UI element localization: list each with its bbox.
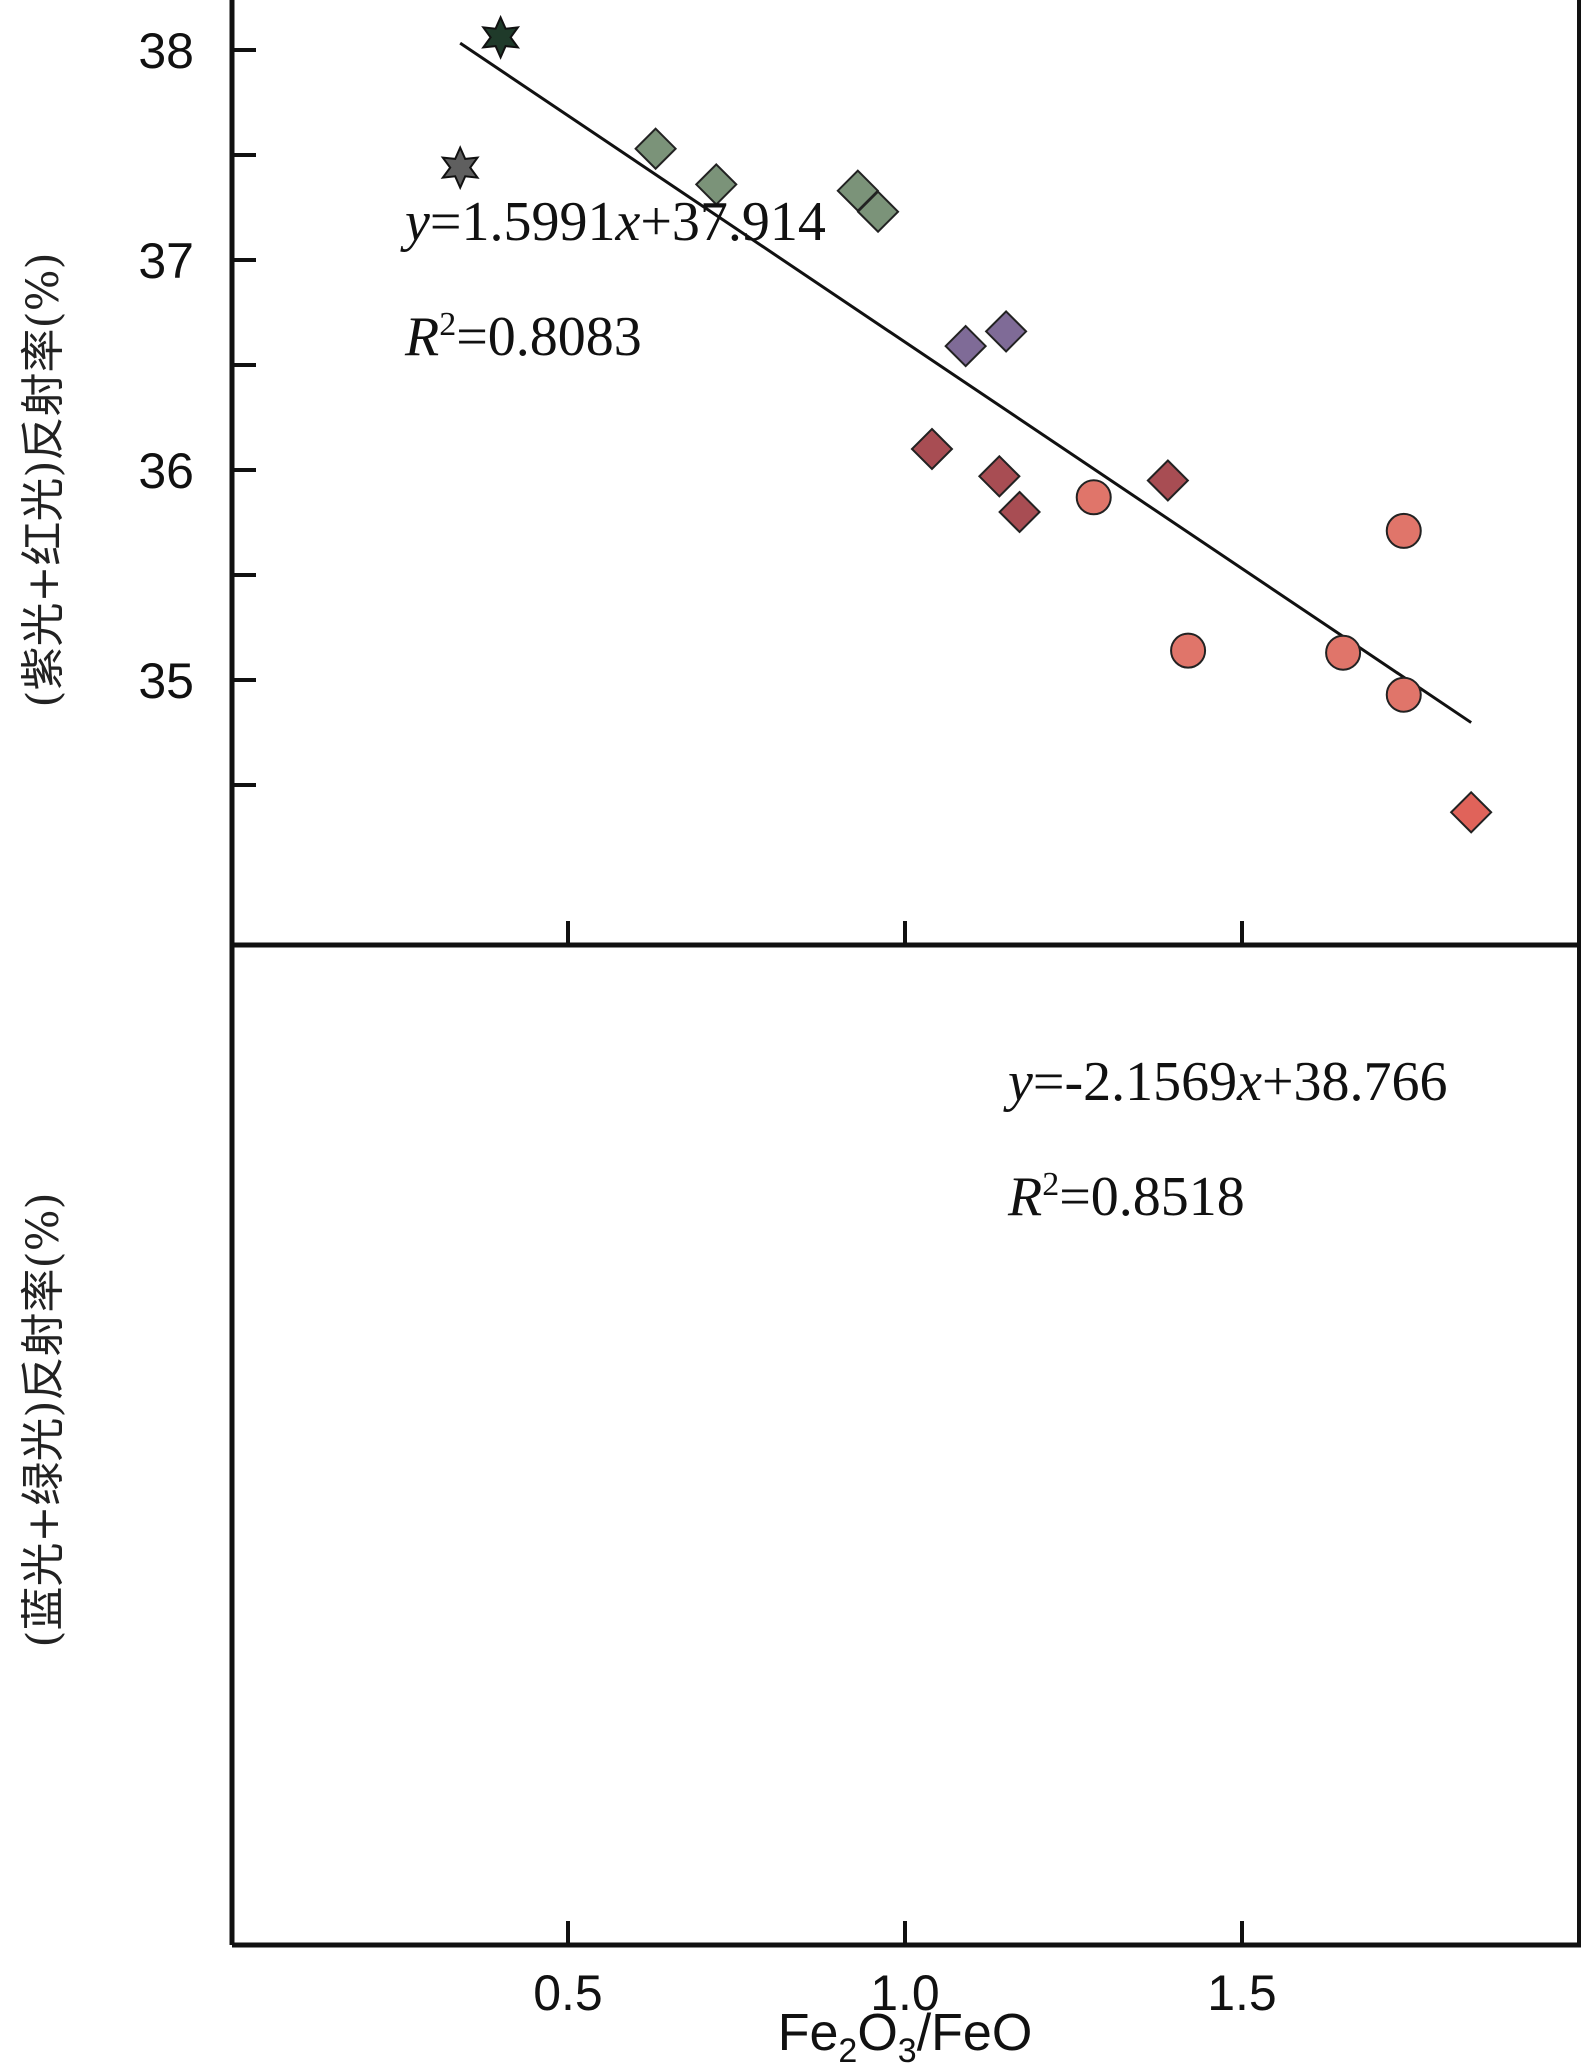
data-point-circle <box>1385 512 1422 549</box>
data-point-diamond <box>1146 459 1190 502</box>
data-point-diamond <box>856 190 900 234</box>
bottom-fit-equation: y=-2.1569x+38.766 <box>1003 1051 1448 1113</box>
top-y-axis-title: (紫光+红光)反射率(%) <box>18 252 69 707</box>
regression-line <box>459 41 1472 724</box>
bottom-fit-r-squared: R2=0.8518 <box>1007 1166 1245 1228</box>
data-point-diamond <box>910 427 954 471</box>
data-point-circle <box>1385 676 1422 713</box>
bottom-y-axis-title: (蓝光+绿光)反射率(%) <box>18 1192 69 1647</box>
y-tick-label: 37 <box>138 233 194 289</box>
y-tick-label: 36 <box>138 443 194 499</box>
top-fit-equation: y=1.5991x+37.914 <box>400 191 826 253</box>
data-point-diamond <box>634 127 678 171</box>
data-point-diamond <box>1449 790 1493 834</box>
y-tick-label: 35 <box>138 653 194 709</box>
data-point-diamond <box>977 454 1021 498</box>
data-point-circle <box>1325 634 1362 671</box>
data-point-circle <box>1170 632 1207 669</box>
y-tick-label: 38 <box>138 23 194 79</box>
data-point-circle <box>1075 479 1112 516</box>
data-point-diamond <box>998 490 1041 534</box>
data-point-diamond <box>984 309 1028 353</box>
data-point-star <box>481 14 521 60</box>
x-tick-label: 0.5 <box>533 1965 603 2021</box>
data-point-star <box>440 145 480 191</box>
data-point-diamond <box>694 162 738 206</box>
x-axis-title: Fe2O3/FeO <box>778 2004 1033 2067</box>
x-tick-label: 1.5 <box>1207 1965 1277 2021</box>
top-fit-r-squared: R2=0.8083 <box>404 306 642 368</box>
x-tick-label: 1.0 <box>870 1965 940 2021</box>
data-point-diamond <box>944 324 988 368</box>
